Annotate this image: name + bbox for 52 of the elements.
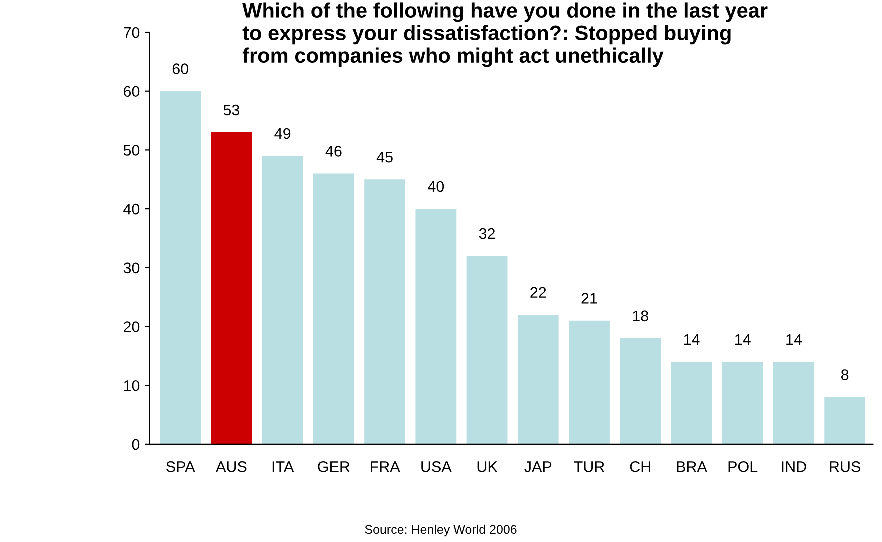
bar: [774, 362, 814, 444]
bar: [262, 156, 304, 444]
y-tick-label: 60: [124, 86, 140, 98]
x-tick-label: ITA: [272, 462, 294, 472]
x-tick-label: BRA: [677, 462, 708, 472]
x-tick-label: AUS: [216, 462, 247, 472]
y-tick-label: 40: [124, 204, 140, 215]
x-tick-label: USA: [422, 462, 452, 472]
data-label: 14: [786, 334, 802, 345]
bar: [569, 320, 610, 444]
bar: [416, 209, 457, 444]
data-label: 21: [582, 293, 598, 304]
x-tick-label: RUS: [830, 462, 860, 472]
data-label: 14: [684, 334, 700, 345]
x-tick-label: UK: [478, 462, 498, 472]
data-label: 46: [326, 146, 342, 157]
bar: [518, 314, 559, 444]
x-tick-label: FRA: [371, 462, 400, 472]
x-tick-label: CH: [630, 462, 650, 472]
data-label: 8: [841, 370, 849, 380]
x-tick-label: JAP: [524, 462, 552, 472]
bar: [620, 338, 662, 444]
data-label: 18: [633, 310, 648, 322]
source-note: Source: Henley World 2006: [365, 524, 517, 537]
y-tick-label: 30: [124, 262, 140, 274]
x-tick-label: IND: [782, 462, 806, 472]
data-label: 40: [428, 181, 444, 192]
bar: [466, 256, 508, 444]
data-label: 60: [172, 64, 189, 74]
data-label: 45: [376, 152, 393, 163]
x-tick-label: SPA: [166, 462, 196, 472]
data-label: 32: [479, 228, 496, 240]
data-label: 49: [274, 128, 291, 140]
bar: [722, 362, 764, 444]
chart-title: Which of the following have you done in the last year to express your dissatisfaction?: Stopped buying from companies who might act unethically: [242, 2, 768, 68]
x-tick-label: POL: [728, 462, 758, 472]
data-label: 53: [224, 104, 240, 116]
x-tick-label: TUR: [574, 462, 604, 472]
bar: [211, 132, 252, 444]
data-label: 22: [530, 287, 546, 298]
y-tick-label: 0: [132, 439, 140, 450]
bar: [364, 180, 406, 444]
data-label: 14: [736, 334, 751, 345]
bar: [160, 91, 202, 444]
y-tick-label: 50: [124, 145, 140, 156]
y-tick-label: 20: [124, 322, 140, 332]
bar: [314, 174, 354, 444]
bar: [824, 397, 866, 444]
y-tick-label: 10: [124, 380, 140, 392]
x-tick-label: GER: [318, 462, 350, 472]
y-tick-label: 70: [124, 27, 140, 38]
bar: [671, 362, 712, 444]
